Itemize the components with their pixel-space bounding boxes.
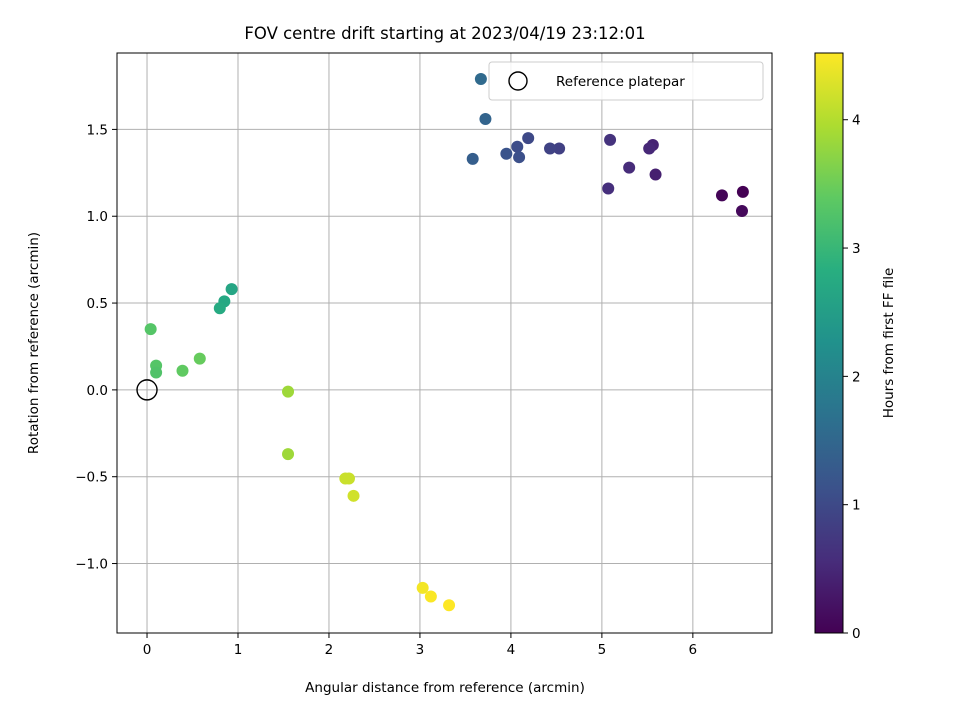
colorbar-tick-label: 2: [852, 369, 861, 385]
data-point: [649, 168, 662, 181]
colorbar: 0 1 2 3 4 Hours from first FF file: [814, 52, 897, 642]
data-point: [225, 283, 238, 296]
data-point: [282, 448, 295, 461]
x-tick-label: 3: [416, 642, 425, 658]
plot-frame: [116, 52, 773, 634]
data-point: [342, 472, 355, 485]
data-point: [602, 182, 615, 195]
data-points: [144, 73, 749, 612]
x-tick-label: 5: [598, 642, 607, 658]
data-point: [715, 189, 728, 202]
data-point: [513, 151, 526, 164]
colorbar-tick-label: 4: [852, 113, 861, 129]
colorbar-label: Hours from first FF file: [881, 268, 897, 419]
data-point: [193, 352, 206, 365]
y-tick-label: 1.5: [87, 122, 108, 138]
chart-title: FOV centre drift starting at 2023/04/19 …: [244, 24, 645, 43]
data-point: [544, 142, 557, 155]
data-point: [553, 142, 566, 155]
legend-reference-marker: [508, 71, 528, 91]
x-tick-label: 6: [689, 642, 698, 658]
colorbar-tick-label: 1: [852, 498, 861, 514]
x-axis-label: Angular distance from reference (arcmin): [305, 680, 585, 696]
x-tick-label: 0: [143, 642, 152, 658]
y-tick-label: 0.5: [87, 296, 108, 312]
data-point: [443, 599, 456, 612]
x-tick-label: 1: [234, 642, 243, 658]
data-point: [500, 147, 513, 160]
data-point: [176, 364, 189, 377]
data-point: [604, 133, 617, 146]
data-point: [474, 73, 487, 86]
data-point: [282, 385, 295, 398]
data-point: [213, 302, 226, 315]
grid-lines: [117, 53, 772, 633]
y-tick-label: 0.0: [87, 383, 108, 399]
data-point: [479, 112, 492, 125]
data-point: [735, 205, 748, 218]
x-tick-label: 2: [325, 642, 334, 658]
data-point: [416, 581, 429, 594]
legend-entry-reference: Reference platepar: [556, 74, 685, 90]
x-tick-label: 4: [507, 642, 516, 658]
data-point: [736, 185, 749, 198]
legend-box: [488, 61, 764, 101]
data-point: [522, 132, 535, 145]
colorbar-tick-label: 3: [852, 241, 861, 257]
reference-marker-group: [136, 379, 158, 401]
y-axis-ticks: −1.0 −0.5 0.0 0.5 1.0 1.5: [75, 122, 117, 573]
x-axis-ticks: 0 1 2 3 4 5 6: [143, 633, 697, 658]
colorbar-gradient: [814, 52, 844, 634]
y-tick-label: −0.5: [75, 470, 108, 486]
colorbar-tick-label: 0: [852, 626, 861, 642]
data-point: [623, 161, 636, 174]
y-axis-label: Rotation from reference (arcmin): [26, 232, 42, 454]
data-point: [643, 142, 656, 155]
reference-marker: [136, 379, 158, 401]
y-tick-label: −1.0: [75, 557, 108, 573]
y-tick-label: 1.0: [87, 209, 108, 225]
legend: Reference platepar: [488, 61, 764, 101]
data-point: [144, 323, 157, 336]
data-point: [466, 152, 479, 165]
data-point: [424, 590, 437, 603]
data-point: [150, 366, 163, 379]
data-point: [511, 140, 524, 153]
data-point: [347, 489, 360, 502]
colorbar-ticks: 0 1 2 3 4: [843, 113, 861, 642]
